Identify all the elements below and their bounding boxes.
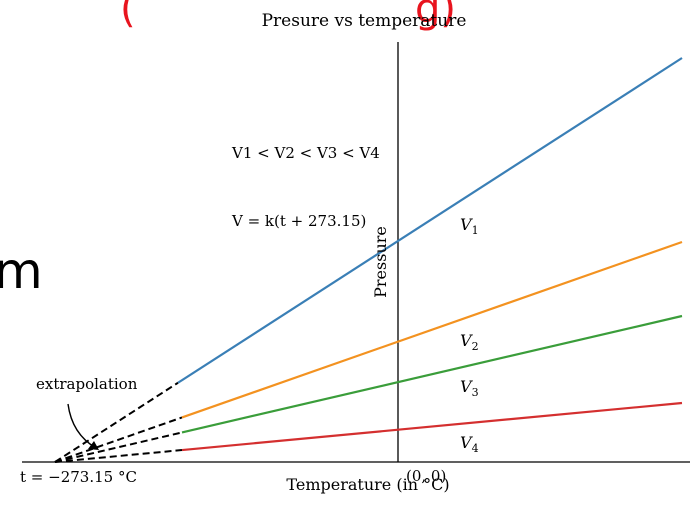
extrapolation-dash-v4: [54, 449, 183, 463]
overlay-top-fragment: (: [120, 0, 136, 32]
overlay-top-fragment-right: g): [415, 0, 456, 32]
series-line-v1: [177, 57, 683, 384]
ordering-annotation: V1 < V2 < V3 < V4: [231, 144, 380, 162]
series-line-v4: [181, 401, 683, 452]
series-label-v4: V4: [460, 433, 479, 455]
overlay-side-fragment: m: [0, 242, 43, 300]
series-label-v3: V3: [460, 377, 479, 399]
series-line-v2: [181, 240, 683, 419]
formula-annotation: V = k(t + 273.15): [231, 212, 366, 230]
extrapolation-dash-v1: [54, 381, 179, 463]
series-group: [54, 57, 683, 463]
x-axis-label: Temperature (in °C): [286, 475, 449, 494]
origin-label: (0, 0): [406, 467, 446, 485]
extrapolation-arrowhead: [88, 441, 99, 450]
extrapolation-dash-v2: [54, 416, 183, 463]
absolute-zero-label: t = −273.15 °C: [20, 468, 137, 486]
extrapolation-arrow: [67, 403, 97, 449]
series-label-v2: V2: [460, 331, 479, 353]
y-axis-label: Pressure: [371, 226, 390, 298]
extrapolation-dash-v3: [54, 431, 183, 463]
extrapolation-label: extrapolation: [36, 375, 138, 393]
chart-title: Presure vs temperature: [262, 11, 467, 31]
series-label-v1: V1: [460, 215, 479, 237]
series-line-v3: [181, 314, 683, 434]
series-labels: V1 V2 V3 V4: [460, 215, 479, 455]
